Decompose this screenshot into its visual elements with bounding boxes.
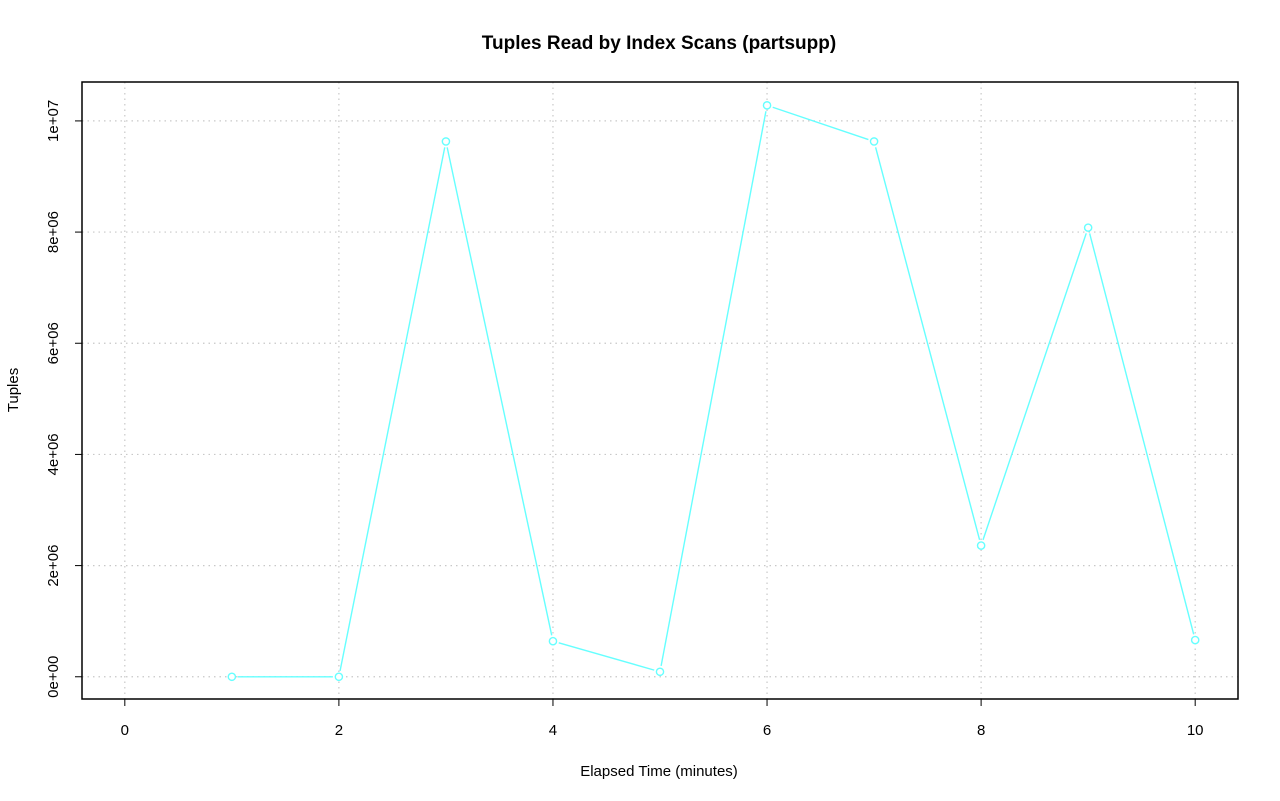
data-point [655,667,665,677]
data-point [762,101,772,110]
series-line-segment [339,147,446,672]
data-point [1190,635,1200,645]
series-line-segment [874,147,981,540]
data-point [548,636,558,646]
data-point [1083,223,1093,232]
y-tick-label: 6e+06 [45,322,62,364]
series-line-segment [558,642,655,671]
data-point [227,672,237,682]
series-line-segment [772,106,869,141]
y-tick-label: 1e+07 [45,100,62,142]
series-line-segment [660,111,767,666]
series-line-segment [446,147,553,636]
grid [82,82,1238,699]
data-point [869,137,879,146]
y-tick-label: 4e+06 [45,433,62,475]
series-line-segment [1088,233,1195,635]
data-point [976,541,986,550]
data-point [334,672,344,682]
data-point [441,137,451,146]
series-layer [227,101,1200,682]
x-tick-label: 8 [977,722,985,739]
x-axis-title: Elapsed Time (minutes) [580,763,738,780]
x-tick-label: 6 [763,722,771,739]
x-tick-label: 10 [1187,722,1204,739]
y-tick-label: 0e+00 [45,656,62,698]
y-tick-label: 8e+06 [45,211,62,253]
plot-area-border [81,81,1239,700]
x-axis: 0 2 4 6 8 10 [121,698,1204,739]
y-axis: 0e+00 2e+06 4e+06 6e+06 8e+06 1e+07 [45,100,83,698]
chart-title: Tuples Read by Index Scans (partsupp) [482,33,836,54]
y-axis-title: Tuples [5,368,22,412]
x-tick-label: 2 [335,722,343,739]
x-tick-label: 0 [121,722,129,739]
x-tick-label: 4 [549,722,557,739]
series-line-segment [982,233,1087,541]
y-tick-label: 2e+06 [45,545,62,587]
